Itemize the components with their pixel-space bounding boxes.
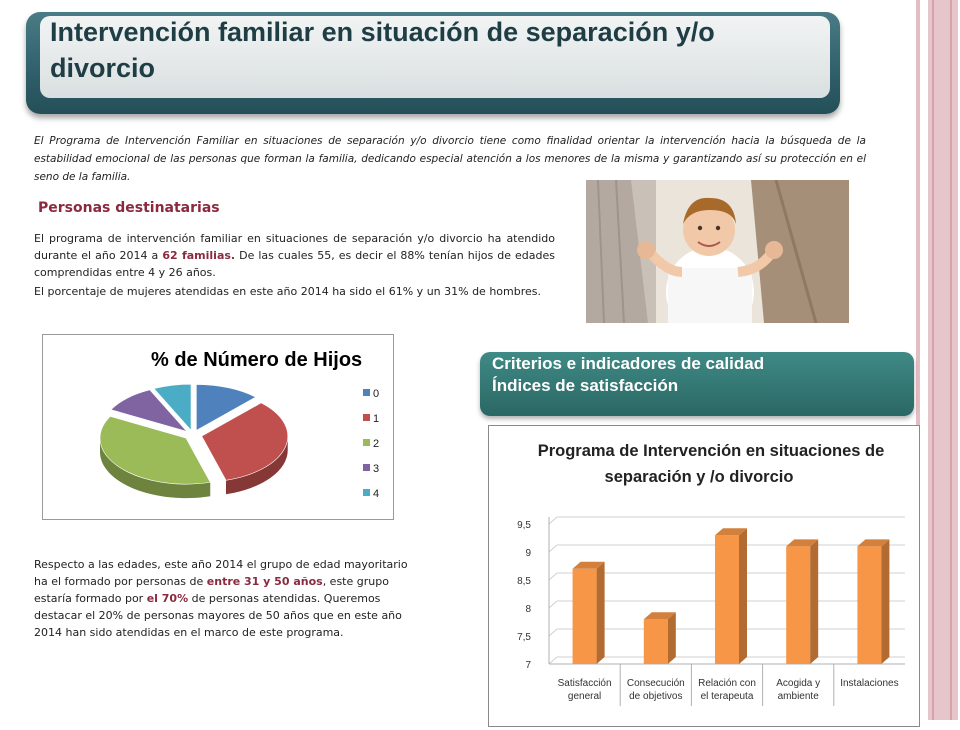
pie-chart: % de Número de Hijos 0 1 2 3 4 [99, 349, 379, 500]
pie-slice-3 [110, 389, 188, 432]
bar-chart: Programa de Intervención en situaciones … [517, 442, 905, 706]
families-paragraph: El programa de intervención familiar en … [34, 230, 555, 281]
title-banner [26, 12, 840, 114]
bar-2 [715, 535, 739, 664]
pie-legend-label-3: 3 [373, 463, 379, 475]
pie-slice-side-1 [225, 436, 288, 495]
bar-category-label-4-0: Instalaciones [840, 678, 898, 689]
right-decorative-border [916, 0, 960, 720]
pie-legend-swatch-2 [363, 439, 370, 446]
pie-legend-swatch-3 [363, 464, 370, 471]
pie-slice-side-2 [100, 438, 211, 499]
families-text-a: El programa de intervención familiar en … [34, 232, 555, 262]
pie-legend-swatch-0 [363, 389, 370, 396]
bar-top-0 [572, 561, 605, 569]
families-highlight: 62 familias. [162, 249, 236, 262]
bar-ytick-1: 7,5 [517, 632, 531, 643]
age-group-paragraph: Respecto a las edades, este año 2014 el … [34, 556, 414, 641]
bar-chart-title-line-1: Programa de Intervención en situaciones … [538, 442, 885, 460]
bar-category-label-3-1: ambiente [778, 691, 820, 702]
pie-legend-label-1: 1 [373, 413, 379, 425]
age-text-c: de personas atendidas. Queremos destacar… [34, 592, 402, 639]
bar-top-2 [715, 528, 747, 536]
bar-0 [572, 568, 597, 664]
pie-chart-title: % de Número de Hijos [151, 349, 362, 371]
section-heading: Personas destinatarias [38, 200, 220, 216]
bar-side-1 [667, 612, 676, 664]
pie-legend-label-2: 2 [373, 438, 379, 450]
bar-ytick-0: 7 [525, 660, 531, 671]
bar-3 [786, 546, 811, 664]
bar-grid-depth-0 [548, 656, 558, 665]
pie-slice-2 [99, 416, 211, 485]
bar-category-label-0-1: general [568, 691, 601, 702]
age-highlight-percent: el 70% [146, 592, 189, 605]
family-photo [586, 180, 849, 323]
pie-legend-swatch-4 [363, 489, 370, 496]
bar-category-label-0-0: Satisfacción [558, 678, 612, 689]
bar-top-3 [786, 539, 819, 547]
bar-ytick-2: 8 [525, 604, 531, 615]
pie-slice-4 [153, 383, 192, 431]
bar-side-2 [739, 528, 747, 664]
pie-slice-0 [196, 384, 257, 431]
bar-grid-depth-3 [548, 572, 558, 581]
intro-paragraph: El Programa de Intervención Familiar en … [34, 135, 866, 183]
bar-top-1 [643, 612, 676, 620]
bar-4 [857, 546, 882, 664]
bar-side-0 [596, 561, 605, 664]
bar-ytick-3: 8,5 [517, 576, 531, 587]
age-text-a: Respecto a las edades, este año 2014 el … [34, 558, 408, 588]
pie-legend-label-0: 0 [373, 388, 379, 400]
criteria-title: Criterios e indicadores de calidad [492, 354, 765, 373]
bar-category-label-1-1: de objetivos [629, 691, 682, 702]
bar-grid-depth-4 [548, 544, 558, 553]
criteria-banner: Criterios e indicadores de calidad Índic… [480, 352, 914, 416]
bar-top-4 [857, 539, 890, 547]
pie-legend-swatch-1 [363, 414, 370, 421]
families-text-b: De las cuales 55, es decir el 88% tenían… [34, 249, 555, 279]
title-banner-face [40, 16, 830, 98]
bar-category-label-1-0: Consecución [627, 678, 685, 689]
bar-category-label-3-0: Acogida y [776, 678, 820, 689]
bar-category-label-2-0: Relación con [698, 678, 756, 689]
pie-legend-label-4: 4 [373, 488, 379, 500]
bar-grid-depth-5 [548, 516, 558, 525]
pie-slice-1 [201, 402, 289, 481]
bar-chart-frame: Programa de Intervención en situaciones … [488, 425, 920, 727]
bar-ytick-5: 9,5 [517, 520, 531, 531]
page-title: Intervención familiar en situación de se… [50, 17, 715, 83]
bar-category-label-2-1: el terapeuta [701, 691, 754, 702]
bar-side-4 [881, 539, 890, 664]
family-photo-illustration [586, 180, 849, 323]
age-text-b: , este grupo estaría formado por [34, 575, 389, 605]
gender-paragraph: El porcentaje de mujeres atendidas en es… [34, 285, 541, 298]
bar-grid-depth-2 [548, 600, 558, 609]
bar-side-3 [810, 539, 819, 664]
bar-chart-title-line-2: separación y /o divorcio [605, 468, 794, 486]
bar-grid-depth-1 [548, 628, 558, 637]
age-highlight-range: entre 31 y 50 años [206, 575, 323, 588]
satisfaction-subtitle: Índices de satisfacción [492, 376, 679, 395]
bar-1 [643, 619, 668, 664]
pie-chart-frame: % de Número de Hijos 0 1 2 3 4 [42, 334, 394, 520]
bar-ytick-4: 9 [525, 548, 531, 559]
